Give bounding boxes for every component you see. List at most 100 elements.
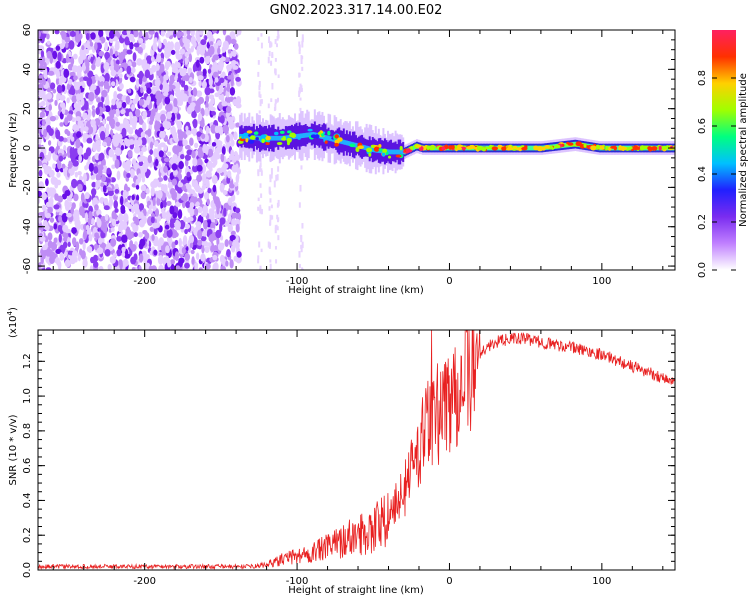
spectrogram-noise-speckle: [227, 197, 233, 206]
spectrogram-noise-speckle: [230, 139, 235, 147]
spectrogram-noise-speckle: [66, 97, 70, 104]
spectrogram-core: [572, 141, 575, 147]
spectrogram-streak: [259, 94, 262, 99]
spectrogram-streak: [257, 169, 260, 175]
snr-y-tick-label: 0.8: [22, 423, 33, 439]
spectrogram-noise-speckle: [188, 53, 193, 63]
spectrogram-noise-speckle: [197, 229, 203, 240]
spectrogram-core: [563, 142, 566, 148]
spectrogram-noise-speckle: [212, 54, 220, 61]
spectrogram-noise-speckle: [179, 69, 186, 77]
spectrogram-noise-speckle: [178, 161, 184, 170]
spectrogram-noise-speckle: [214, 77, 219, 83]
spectrogram-noise-speckle: [47, 240, 53, 249]
spectrogram-noise-speckle: [104, 214, 109, 222]
spectrogram-noise-speckle: [220, 153, 225, 163]
spectrogram-noise-speckle: [186, 30, 191, 36]
spectrogram-noise-speckle: [218, 94, 225, 101]
spectrogram-noise-speckle: [84, 192, 90, 200]
spectrogram-core: [412, 145, 415, 150]
spectrogram-peak: [317, 131, 322, 135]
spectrogram-noise-speckle: [195, 252, 200, 260]
spectrogram-noise-speckle: [200, 253, 206, 262]
spectrogram-peak: [599, 145, 606, 150]
spectrogram-noise-speckle: [115, 147, 122, 156]
spectrogram-streak: [298, 44, 301, 51]
spectrogram-streak: [258, 110, 261, 114]
spectrogram-noise-speckle: [171, 178, 178, 186]
snr-y-tick-label: 1.0: [22, 388, 33, 404]
spectrogram-noise-speckle: [89, 265, 94, 270]
spectrogram-noise-speckle: [113, 213, 118, 220]
spectrogram-noise-speckle: [77, 183, 83, 192]
spectrogram-noise-speckle: [49, 54, 54, 64]
spectrogram-peak: [473, 146, 478, 150]
spectrogram-peak: [505, 147, 512, 151]
spectrogram-noise-speckle: [203, 153, 208, 159]
spectrogram-noise-speckle: [56, 179, 62, 186]
spectrogram-noise-speckle: [103, 197, 109, 206]
spectrogram-core: [333, 137, 336, 143]
spectrogram-y-tick-label: 40: [22, 63, 33, 76]
spectrogram-noise-speckle: [75, 131, 82, 138]
spectrogram-peak: [378, 143, 382, 148]
spectrogram-noise-speckle: [68, 40, 75, 50]
spectrogram-noise-speckle: [85, 58, 90, 68]
spectrogram-noise-speckle: [216, 205, 220, 215]
spectrogram-noise-speckle: [113, 63, 120, 73]
spectrogram-peak: [536, 146, 544, 152]
spectrogram-noise-speckle: [190, 45, 194, 53]
spectrogram-noise-speckle: [55, 69, 60, 79]
spectrogram-core: [354, 142, 357, 148]
spectrogram-noise-speckle: [95, 183, 99, 191]
spectrogram-noise-speckle: [176, 81, 181, 91]
spectrogram-streak: [258, 91, 261, 98]
spectrogram-noise-speckle: [186, 171, 191, 178]
spectrogram-noise-speckle: [150, 216, 155, 224]
spectrogram-noise-speckle: [226, 248, 231, 258]
spectrogram-noise-speckle: [128, 139, 135, 145]
colorbar-ticks: 0.0 0.2 0.4 0.6 0.8: [697, 70, 736, 278]
spectrogram-peak: [460, 146, 467, 150]
spectrogram-noise-speckle: [82, 230, 88, 240]
spectrogram-peak: [544, 144, 551, 149]
spectrogram-core: [341, 139, 344, 145]
spectrogram-noise-speckle: [225, 260, 229, 267]
spectrogram-noise-speckle: [122, 213, 129, 223]
spectrogram-noise-speckle: [212, 71, 219, 79]
spectrogram-y-tick-label: 20: [22, 102, 33, 115]
spectrogram-noise-speckle: [235, 223, 240, 233]
spectrogram-noise-speckle: [38, 169, 43, 177]
snr-y-tick-label: 0.4: [22, 492, 33, 508]
spectrogram-noise-speckle: [222, 40, 229, 51]
spectrogram-noise-speckle: [91, 181, 97, 188]
spectrogram-noise-speckle: [163, 74, 169, 81]
spectrogram-noise-speckle: [78, 33, 83, 40]
spectrogram-noise-speckle: [77, 145, 83, 156]
spectrogram-noise-speckle: [100, 216, 105, 222]
spectrogram-noise-speckle: [219, 217, 226, 225]
spectrogram-peak: [513, 145, 518, 150]
spectrogram-noise-speckle: [66, 113, 73, 122]
spectrogram-noise-speckle: [71, 117, 76, 123]
spectrogram-noise-speckle: [104, 41, 109, 51]
spectrogram-noise-speckle: [78, 238, 84, 245]
spectrogram-noise-speckle: [170, 49, 176, 55]
spectrogram-streak: [300, 235, 303, 243]
spectrogram-noise-speckle: [85, 48, 90, 55]
spectrogram-peak: [357, 145, 364, 149]
spectrogram-noise-speckle: [160, 110, 167, 116]
spectrogram-noise-speckle: [177, 209, 183, 220]
spectrogram-noise-speckle: [210, 98, 215, 105]
spectrogram-streak: [276, 218, 279, 223]
spectrogram-noise-speckle: [231, 212, 238, 219]
spectrogram-noise-speckle: [48, 169, 55, 178]
spectrogram-noise-speckle: [181, 93, 188, 102]
spectrogram-core: [322, 134, 325, 140]
spectrogram-noise-speckle: [98, 265, 104, 270]
spectrogram-noise-speckle: [204, 107, 210, 117]
spectrogram-noise-speckle: [91, 64, 96, 70]
spectrogram-noise-speckle: [225, 135, 230, 143]
spectrogram-peak: [554, 144, 561, 149]
spectrogram-x-tick-label: 0: [446, 276, 452, 287]
